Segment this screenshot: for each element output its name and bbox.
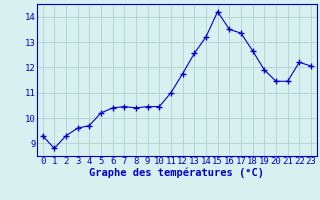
- X-axis label: Graphe des températures (°C): Graphe des températures (°C): [89, 168, 264, 178]
